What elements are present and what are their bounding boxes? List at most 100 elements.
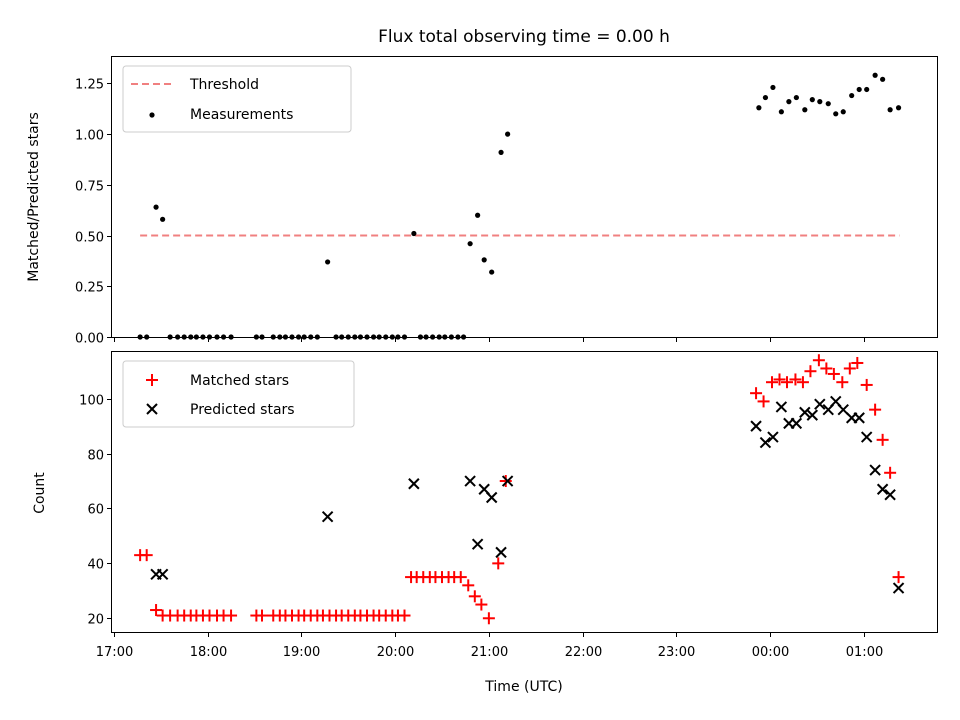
top-legend: Threshold Measurements	[122, 65, 352, 133]
predicted-star-marker	[837, 403, 849, 416]
measurement-point	[809, 97, 815, 103]
measurement-point	[467, 241, 473, 247]
matched-star-marker	[454, 571, 467, 584]
measurement-point	[481, 257, 487, 263]
matched-star-marker	[804, 365, 817, 378]
predicted-star-marker	[501, 475, 514, 487]
measurement-point	[160, 216, 166, 222]
top-y-tick-label: 1.25	[75, 78, 104, 93]
bottom-y-tick-label: 100	[79, 394, 104, 409]
predicted-star-marker	[814, 398, 826, 410]
top-legend-box	[122, 65, 352, 133]
matched-star-marker	[773, 373, 786, 386]
predicted-star-marker	[321, 510, 334, 523]
measurement-point	[475, 212, 481, 218]
measurement-point	[325, 259, 331, 265]
top-y-tick-label: 0.00	[75, 332, 104, 347]
matched-star-marker	[482, 612, 495, 625]
predicted-star-marker	[892, 582, 905, 594]
predicted-legend-label: Predicted stars	[190, 402, 295, 418]
matched-star-marker	[462, 579, 475, 592]
bottom-legend-box	[122, 360, 355, 428]
matched-star-marker	[876, 433, 889, 446]
x-tick-label: 23:00	[658, 645, 695, 660]
predicted-star-marker	[485, 491, 498, 504]
predicted-star-marker	[799, 406, 811, 419]
measurement-point	[825, 101, 831, 107]
x-tick-label: 17:00	[96, 645, 133, 660]
measurement-points	[137, 72, 902, 340]
matched-star-marker	[468, 590, 481, 603]
top-axes-frame	[111, 56, 938, 338]
matched-star-marker	[851, 356, 864, 369]
bottom-legend: Matched stars Predicted stars	[122, 360, 355, 428]
matched-star-marker	[781, 376, 793, 389]
bottom-y-axis-label: Count	[32, 472, 48, 514]
matched-star-marker	[750, 387, 763, 400]
predicted-legend-swatch	[146, 403, 158, 415]
top-y-tick-label: 0.50	[75, 231, 104, 246]
predicted-star-marker	[408, 478, 420, 490]
predicted-star-marker	[767, 431, 779, 443]
matched-star-marker	[225, 609, 238, 622]
predicted-star-marker	[860, 431, 873, 443]
matched-star-marker	[766, 376, 778, 389]
x-tick-label: 19:00	[283, 645, 320, 660]
matched-star-marker	[789, 373, 802, 386]
matched-legend-swatch	[146, 374, 158, 386]
x-axis-label: Time (UTC)	[484, 679, 562, 695]
predicted-star-marker	[775, 401, 788, 413]
measurement-point	[778, 109, 784, 115]
measurement-point	[411, 230, 417, 237]
matched-star-marker	[398, 609, 411, 622]
bottom-y-tick-label: 60	[87, 503, 104, 518]
predicted-star-marker	[869, 464, 881, 476]
measurement-point	[762, 94, 769, 101]
top-y-tick-label: 0.75	[75, 180, 104, 195]
measurement-point	[756, 105, 762, 111]
top-y-tick-label: 0.25	[75, 281, 104, 296]
top-y-axis-ticks: 0.00 0.25 0.50 0.75 1.00 1.25	[75, 78, 112, 347]
predicted-stars-points	[150, 395, 905, 594]
x-tick-label: 22:00	[565, 645, 602, 660]
bottom-y-tick-label: 20	[87, 613, 104, 628]
measurement-point	[833, 111, 839, 117]
predicted-star-marker	[806, 409, 819, 421]
measurement-point	[864, 86, 870, 93]
x-tick-label: 18:00	[190, 645, 227, 660]
measurement-point	[802, 107, 808, 113]
measurement-point	[786, 99, 792, 105]
matched-star-marker	[836, 376, 849, 389]
matched-star-marker	[869, 403, 882, 416]
measurements-legend-label: Measurements	[190, 107, 293, 123]
matched-star-marker	[892, 571, 905, 584]
matched-star-marker	[812, 354, 825, 367]
measurement-point	[887, 107, 893, 113]
matched-star-marker	[820, 362, 833, 375]
measurement-point	[153, 204, 159, 210]
measurement-point	[849, 92, 855, 99]
measurement-point	[856, 86, 862, 93]
measurement-point	[770, 84, 776, 91]
matched-star-marker	[492, 557, 505, 570]
bottom-y-tick-label: 40	[87, 558, 104, 573]
matched-star-marker	[884, 466, 897, 479]
matched-star-marker	[860, 378, 873, 391]
predicted-star-marker	[790, 417, 803, 430]
bottom-axes-frame	[111, 351, 938, 633]
predicted-star-marker	[495, 546, 507, 559]
matched-star-marker	[150, 604, 163, 617]
predicted-star-marker	[471, 538, 484, 550]
x-tick-label: 01:00	[846, 645, 883, 660]
measurement-point	[489, 269, 495, 275]
matched-star-marker	[757, 395, 770, 408]
measurement-point	[880, 76, 886, 82]
measurement-point	[895, 105, 902, 111]
predicted-star-marker	[876, 483, 889, 495]
measurement-point	[793, 94, 799, 101]
predicted-star-marker	[853, 412, 865, 424]
x-tick-label: 21:00	[471, 645, 508, 660]
predicted-star-marker	[464, 475, 476, 487]
matched-star-marker	[140, 549, 153, 562]
